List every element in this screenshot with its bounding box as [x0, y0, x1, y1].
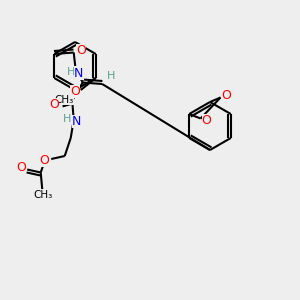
- Text: H: H: [107, 70, 116, 81]
- Text: CH₃: CH₃: [34, 190, 53, 200]
- Text: O: O: [70, 85, 80, 98]
- Text: O: O: [202, 114, 212, 128]
- Text: CH₃: CH₃: [55, 94, 74, 105]
- Text: H: H: [63, 113, 71, 124]
- Text: N: N: [74, 67, 83, 80]
- Text: O: O: [222, 88, 231, 102]
- Text: O: O: [40, 154, 50, 167]
- Text: O: O: [16, 161, 26, 175]
- Text: O: O: [76, 44, 86, 58]
- Text: N: N: [72, 115, 81, 128]
- Text: O: O: [49, 98, 59, 112]
- Text: H: H: [67, 67, 75, 77]
